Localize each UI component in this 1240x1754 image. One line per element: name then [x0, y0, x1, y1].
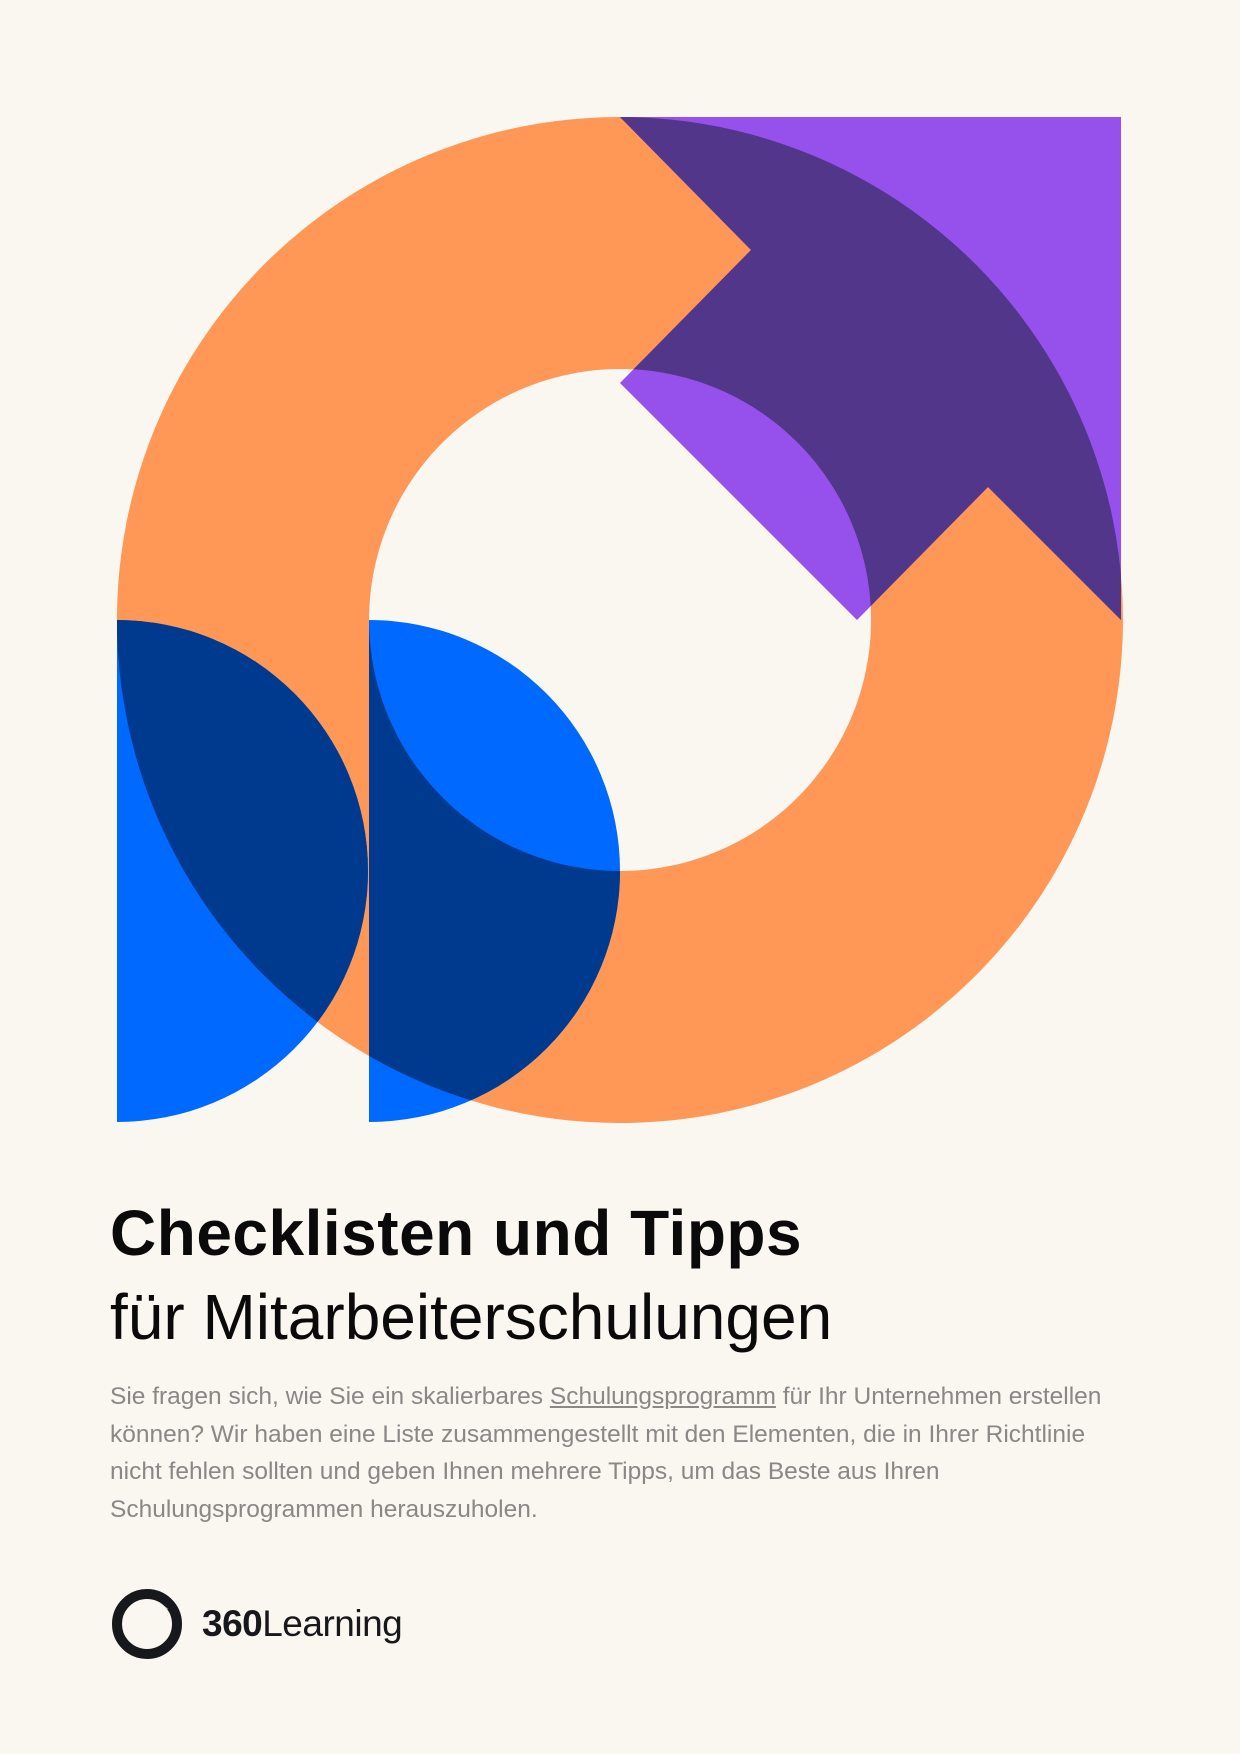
page-subtitle: für Mitarbeiterschulungen	[110, 1281, 833, 1353]
intro-paragraph: Sie fragen sich, wie Sie ein skalierbare…	[110, 1378, 1130, 1528]
brand-word: Learning	[262, 1603, 403, 1644]
intro-text-end: für Ihr Unternehmen erstellen können? Wi…	[110, 1383, 1102, 1523]
hero-graphic	[116, 117, 1123, 1123]
intro-text-start: Sie fragen sich, wie Sie ein skalierbare…	[110, 1383, 550, 1410]
schulungsprogramm-link[interactable]: Schulungsprogramm	[549, 1383, 776, 1410]
page-title: Checklisten und Tipps	[110, 1197, 803, 1269]
brand-name: 360Learning	[202, 1603, 403, 1645]
arrow-ring-overlap	[620, 117, 1121, 620]
ring-logo-icon	[112, 1589, 182, 1659]
brand-logo: 360Learning	[110, 1587, 403, 1661]
brand-number: 360	[202, 1603, 263, 1644]
